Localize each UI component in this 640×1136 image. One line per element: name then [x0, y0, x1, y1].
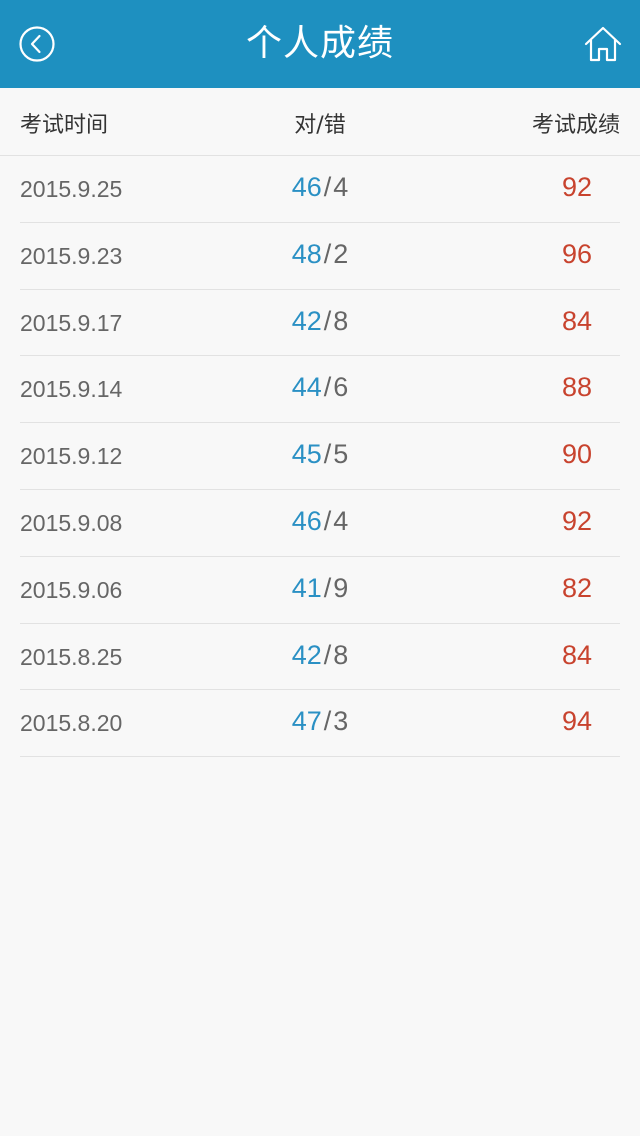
table-row[interactable]: 2015.9.23 48/2 96	[20, 223, 620, 290]
correct-count: 46	[291, 172, 322, 202]
correct-wrong-ratio: 46/4	[20, 156, 620, 218]
correct-count: 45	[291, 439, 322, 470]
ratio-separator: /	[323, 238, 332, 269]
table-row[interactable]: 2015.9.17 42/8 84	[20, 290, 620, 357]
top-nav-bar: 个人成绩	[0, 0, 640, 88]
exam-date: 2015.8.25	[20, 643, 123, 670]
wrong-count: 4	[333, 172, 349, 202]
exam-score: 84	[561, 639, 593, 670]
exam-score: 90	[561, 439, 593, 470]
column-header-ratio: 对/错	[294, 113, 346, 138]
table-row[interactable]: 2015.9.12 45/5 90	[20, 423, 620, 490]
table-row[interactable]: 2015.9.25 46/4 92	[20, 156, 620, 223]
correct-count: 42	[291, 305, 322, 336]
correct-wrong-ratio: 42/8	[20, 624, 620, 686]
ratio-separator: /	[323, 639, 332, 670]
back-button[interactable]	[18, 25, 56, 63]
ratio-separator: /	[323, 706, 332, 737]
wrong-count: 5	[333, 439, 349, 470]
wrong-count: 6	[333, 372, 349, 403]
exam-score: 92	[561, 172, 593, 202]
correct-wrong-ratio: 48/2	[20, 223, 620, 285]
wrong-count: 8	[333, 305, 349, 336]
correct-wrong-ratio: 42/8	[20, 290, 620, 352]
table-row[interactable]: 2015.8.20 47/3 94	[20, 690, 620, 758]
score-list: 2015.9.25 46/4 92 2015.9.23 48/2 96 2015…	[0, 156, 640, 758]
correct-wrong-ratio: 46/4	[20, 490, 620, 552]
wrong-count: 4	[333, 505, 349, 536]
correct-count: 42	[291, 639, 322, 670]
exam-score: 82	[561, 572, 593, 603]
table-row[interactable]: 2015.8.25 42/8 84	[20, 624, 620, 691]
page-title: 个人成绩	[245, 23, 394, 64]
correct-wrong-ratio: 44/6	[20, 356, 620, 418]
ratio-separator: /	[323, 572, 332, 603]
exam-date: 2015.9.06	[20, 576, 123, 603]
ratio-separator: /	[323, 505, 332, 536]
correct-count: 41	[291, 572, 322, 603]
correct-count: 44	[291, 372, 322, 403]
correct-wrong-ratio: 45/5	[20, 423, 620, 485]
exam-date: 2015.8.20	[20, 710, 123, 737]
exam-date: 2015.9.23	[20, 242, 123, 269]
exam-date: 2015.9.25	[20, 176, 123, 202]
wrong-count: 9	[333, 572, 349, 603]
exam-score: 84	[561, 305, 593, 336]
wrong-count: 2	[333, 238, 349, 269]
back-circle-icon	[19, 26, 55, 62]
table-row[interactable]: 2015.9.08 46/4 92	[20, 490, 620, 557]
ratio-separator: /	[323, 172, 332, 202]
exam-score: 92	[561, 505, 593, 536]
exam-date: 2015.9.12	[20, 443, 123, 470]
exam-score: 96	[561, 238, 593, 269]
table-header: 考试时间 对/错 考试成绩	[0, 88, 640, 156]
exam-score: 88	[561, 372, 593, 403]
table-row[interactable]: 2015.9.14 44/6 88	[20, 356, 620, 424]
correct-wrong-ratio: 41/9	[20, 557, 620, 619]
home-button[interactable]	[584, 25, 622, 63]
correct-wrong-ratio: 47/3	[20, 690, 620, 752]
exam-date: 2015.9.08	[20, 509, 123, 536]
exam-score: 94	[561, 706, 593, 737]
correct-count: 46	[291, 505, 322, 536]
home-icon	[584, 26, 622, 62]
wrong-count: 8	[333, 639, 349, 670]
column-header-score: 考试成绩	[531, 113, 620, 138]
exam-date: 2015.9.17	[20, 309, 123, 336]
correct-count: 47	[291, 706, 322, 737]
correct-count: 48	[291, 238, 322, 269]
column-header-date: 考试时间	[20, 113, 109, 138]
ratio-separator: /	[323, 305, 332, 336]
table-row[interactable]: 2015.9.06 41/9 82	[20, 557, 620, 624]
wrong-count: 3	[333, 706, 349, 737]
exam-date: 2015.9.14	[20, 376, 123, 403]
ratio-separator: /	[323, 439, 332, 470]
ratio-separator: /	[323, 372, 332, 403]
